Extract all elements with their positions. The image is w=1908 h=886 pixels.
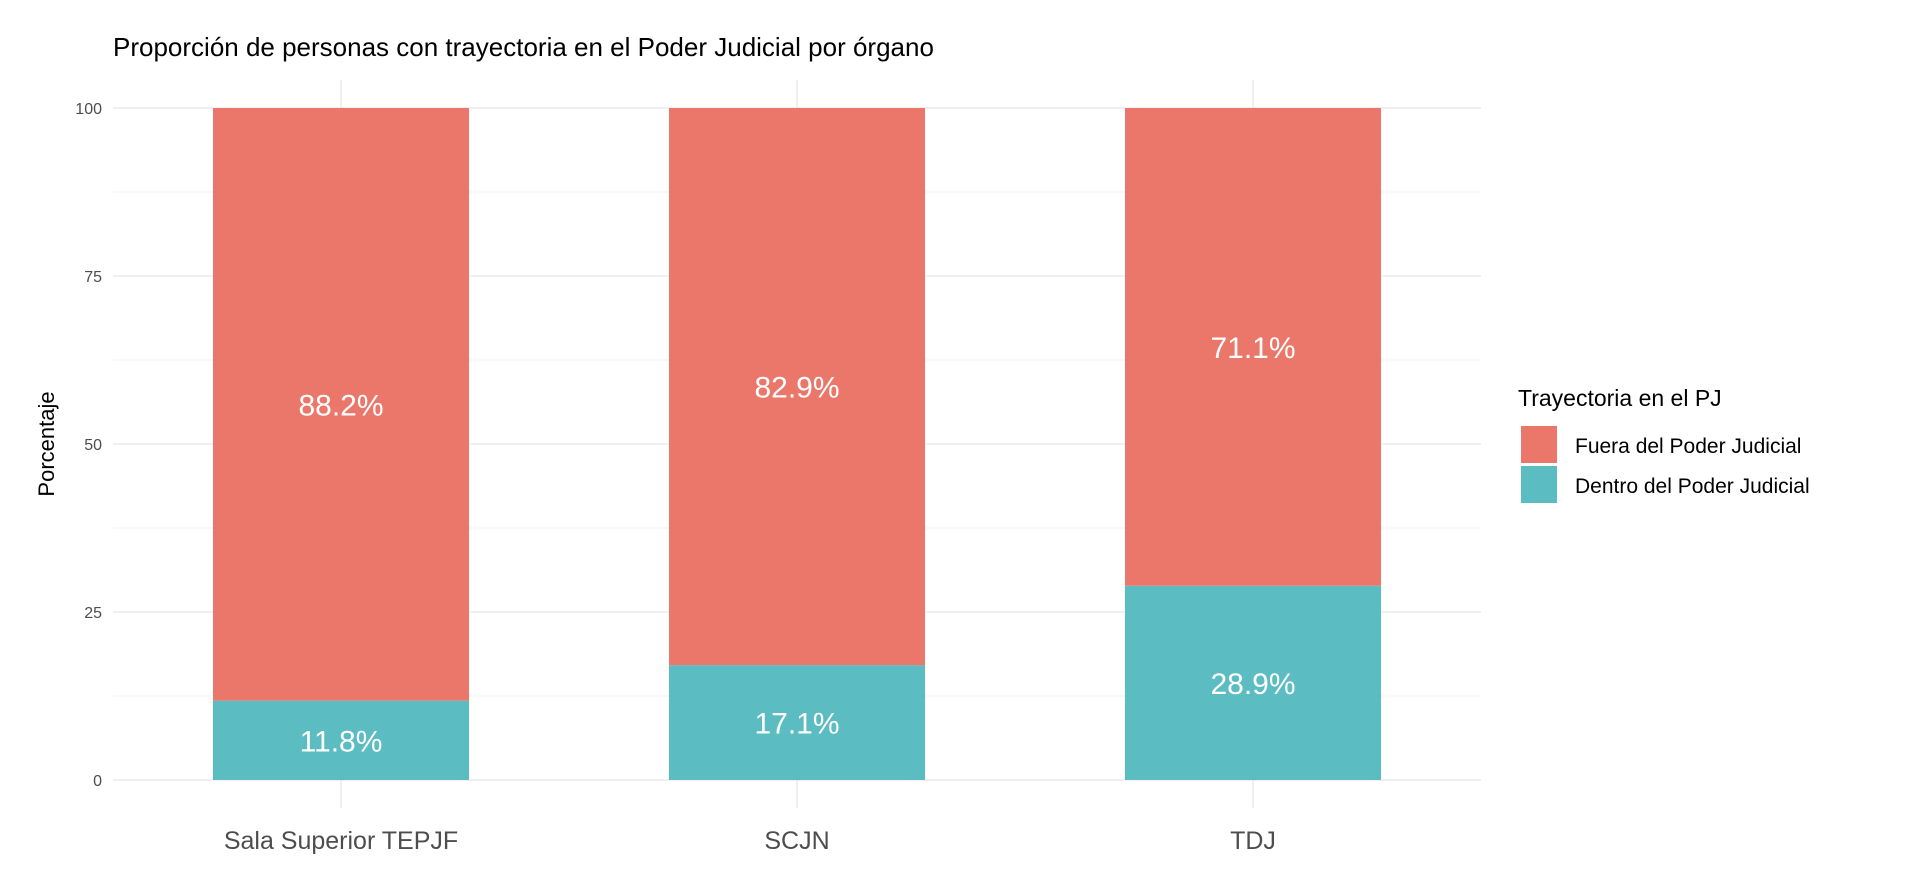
bar-segment — [213, 700, 469, 780]
x-tick-label: Sala Superior TEPJF — [224, 827, 458, 855]
legend-title: Trayectoria en el PJ — [1518, 385, 1722, 411]
y-tick-label: 50 — [84, 437, 102, 454]
bar-segment — [1125, 585, 1381, 780]
y-tick-label: 0 — [93, 773, 102, 790]
legend-label-dentro: Dentro del Poder Judicial — [1575, 475, 1810, 498]
y-tick-label: 100 — [75, 101, 102, 118]
bar-data-label: 11.8% — [300, 725, 383, 758]
y-axis-ticks: 0 25 50 75 100 — [75, 101, 102, 790]
bar-data-label: 71.1% — [1210, 332, 1295, 365]
x-axis-ticks: Sala Superior TEPJF SCJN TDJ — [224, 827, 1276, 855]
bar-segment — [1125, 108, 1381, 586]
bar-segment — [669, 665, 925, 780]
bars: 11.8% 88.2% 17.1% 82.9% 28.9% 71.1% — [213, 108, 1381, 780]
legend-key-fuera — [1521, 426, 1557, 463]
bar-data-label: 88.2% — [298, 389, 383, 422]
x-tick-label: TDJ — [1230, 827, 1276, 855]
legend-label-fuera: Fuera del Poder Judicial — [1575, 435, 1801, 458]
y-axis-label: Porcentaje — [34, 391, 59, 496]
x-tick-label: SCJN — [764, 827, 829, 855]
bar-data-label: 17.1% — [754, 708, 839, 741]
bar-segment — [669, 108, 925, 666]
y-tick-label: 25 — [84, 605, 102, 622]
bar-segment — [213, 108, 469, 701]
y-tick-label: 75 — [84, 269, 102, 286]
bar-data-label: 28.9% — [1210, 668, 1295, 701]
chart-title: Proporción de personas con trayectoria e… — [113, 32, 934, 62]
legend: Trayectoria en el PJ Fuera del Poder Jud… — [1518, 385, 1810, 503]
legend-key-dentro — [1521, 466, 1557, 503]
bar-data-label: 82.9% — [754, 372, 839, 405]
